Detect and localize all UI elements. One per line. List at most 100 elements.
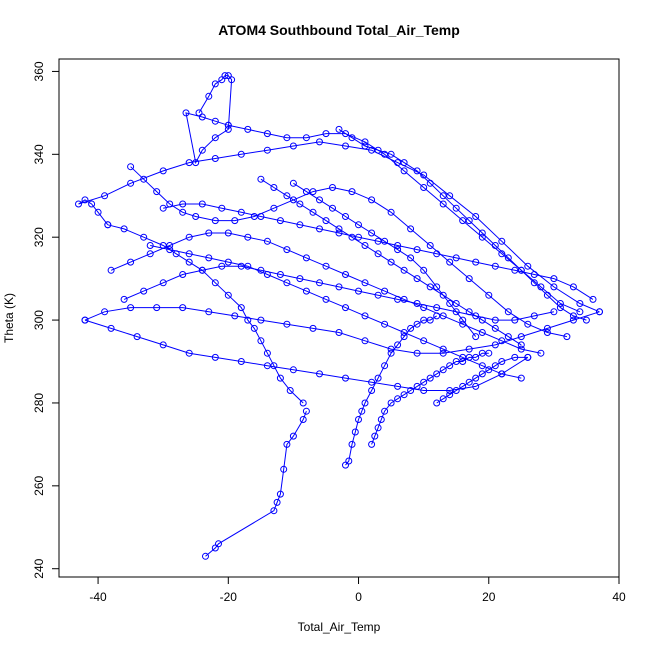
data-point bbox=[302, 287, 310, 295]
data-point bbox=[218, 204, 226, 212]
data-point bbox=[335, 229, 343, 237]
data-point bbox=[289, 142, 297, 150]
data-point bbox=[250, 213, 258, 220]
data-point bbox=[296, 221, 304, 229]
data-point bbox=[257, 175, 265, 183]
data-point bbox=[276, 374, 284, 382]
data-marks bbox=[75, 72, 603, 560]
data-point bbox=[358, 407, 366, 415]
data-point bbox=[257, 316, 265, 324]
data-point bbox=[465, 378, 473, 386]
data-point bbox=[459, 316, 467, 324]
data-point bbox=[75, 200, 82, 208]
series-line bbox=[84, 319, 529, 391]
data-point bbox=[224, 125, 232, 133]
data-point bbox=[322, 262, 330, 270]
data-point bbox=[569, 312, 577, 320]
data-point bbox=[140, 287, 148, 295]
data-point bbox=[394, 395, 402, 403]
data-point bbox=[485, 349, 493, 357]
data-point bbox=[374, 374, 382, 382]
data-point bbox=[407, 324, 415, 332]
data-point bbox=[257, 213, 265, 220]
data-point bbox=[439, 349, 447, 357]
data-point bbox=[433, 399, 441, 407]
data-point bbox=[179, 200, 187, 208]
data-point bbox=[221, 72, 229, 80]
data-point bbox=[511, 316, 519, 324]
data-point bbox=[342, 304, 349, 312]
series-line bbox=[130, 166, 568, 338]
data-point bbox=[387, 258, 395, 266]
data-point bbox=[439, 200, 447, 208]
data-point bbox=[179, 271, 187, 278]
series-14 bbox=[159, 200, 597, 303]
data-point bbox=[400, 391, 408, 399]
data-point bbox=[517, 374, 525, 382]
data-point bbox=[530, 312, 538, 320]
data-point bbox=[377, 416, 385, 423]
data-point bbox=[289, 196, 297, 204]
data-point bbox=[322, 217, 330, 225]
data-point bbox=[413, 349, 421, 357]
series-13 bbox=[257, 175, 525, 349]
data-point bbox=[355, 287, 362, 295]
data-point bbox=[517, 266, 525, 274]
series-15 bbox=[146, 242, 525, 382]
data-point bbox=[237, 304, 245, 312]
data-point bbox=[407, 225, 415, 233]
data-point bbox=[472, 374, 480, 382]
data-point bbox=[426, 242, 434, 249]
data-point bbox=[302, 188, 310, 196]
data-point bbox=[446, 362, 454, 370]
data-point bbox=[81, 196, 89, 204]
data-point bbox=[465, 308, 473, 316]
series-11 bbox=[342, 312, 441, 469]
data-point bbox=[491, 262, 499, 270]
data-point bbox=[439, 192, 447, 200]
data-point bbox=[270, 507, 278, 515]
data-point bbox=[244, 125, 252, 133]
y-axis-label: Theta (K) bbox=[2, 293, 16, 343]
data-point bbox=[517, 345, 525, 353]
data-point bbox=[400, 167, 408, 175]
data-point bbox=[452, 254, 460, 262]
data-point bbox=[231, 217, 239, 225]
data-point bbox=[104, 221, 112, 229]
data-point bbox=[433, 283, 441, 291]
data-point bbox=[478, 329, 486, 336]
data-point bbox=[439, 395, 447, 403]
data-point bbox=[420, 387, 428, 394]
data-point bbox=[198, 113, 206, 121]
data-point bbox=[381, 320, 389, 328]
data-point bbox=[498, 370, 506, 378]
data-point bbox=[368, 387, 376, 394]
data-point bbox=[387, 208, 395, 216]
data-point bbox=[224, 121, 232, 129]
data-point bbox=[302, 407, 310, 415]
data-point bbox=[400, 159, 408, 167]
data-point bbox=[342, 213, 349, 220]
data-point bbox=[120, 225, 128, 233]
data-point bbox=[316, 138, 323, 146]
data-point bbox=[543, 324, 551, 332]
data-point bbox=[498, 337, 506, 345]
data-point bbox=[289, 432, 297, 440]
data-point bbox=[283, 192, 291, 200]
data-point bbox=[329, 204, 336, 212]
data-point bbox=[316, 279, 323, 287]
x-tick-label: 20 bbox=[482, 590, 496, 604]
data-point bbox=[394, 341, 402, 349]
y-tick-label: 340 bbox=[32, 144, 46, 164]
data-point bbox=[498, 250, 506, 258]
series-line bbox=[78, 141, 600, 313]
chart-title: ATOM4 Southbound Total_Air_Temp bbox=[218, 22, 460, 38]
data-point bbox=[413, 320, 421, 328]
data-point bbox=[537, 349, 545, 357]
data-point bbox=[381, 407, 389, 415]
data-point bbox=[185, 233, 193, 241]
data-point bbox=[368, 378, 376, 386]
series-line bbox=[205, 411, 307, 557]
data-point bbox=[127, 179, 135, 187]
data-point bbox=[283, 440, 291, 448]
